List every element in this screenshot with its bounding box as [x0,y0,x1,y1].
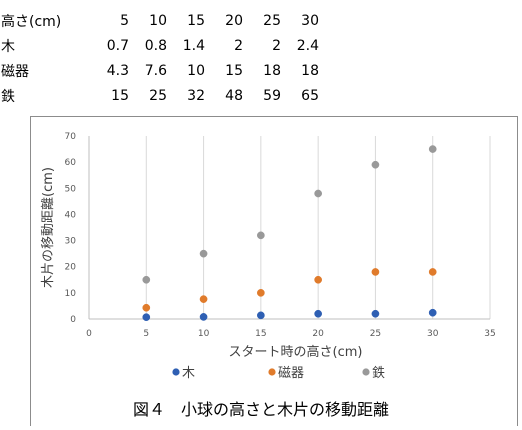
table-cell: 10 [187,62,205,79]
table-cell: 5 [120,12,129,29]
x-tick-label: 35 [484,329,495,339]
x-tick-label: 15 [255,329,266,339]
table-cell: 2.4 [296,37,319,54]
table-row-label: 木 [1,38,15,55]
y-tick-label: 40 [65,210,77,220]
y-tick-label: 50 [65,184,77,194]
table-cell: 25 [263,12,281,29]
legend-label: 鉄 [372,366,385,381]
x-tick-label: 10 [198,329,210,339]
data-point [314,189,322,198]
data-point [371,309,380,318]
table-row: 木 0.7 0.8 1.4 2 2 2.4 [0,33,319,58]
data-point [257,311,265,320]
x-axis-title: スタート時の高さ(cm) [229,344,363,360]
table-cell: 30 [301,12,319,29]
y-tick-label: 0 [70,315,76,325]
table-cell: 0.7 [106,37,129,54]
table-cell: 15 [225,62,243,79]
table-cell: 65 [301,87,319,104]
x-tick-label: 0 [86,329,92,339]
chart-frame [30,116,518,426]
table-cell: 32 [187,87,205,104]
data-point [314,275,322,284]
table-cell: 20 [225,12,243,29]
table-cell: 18 [263,62,281,79]
data-point [428,145,437,153]
data-point [371,160,380,169]
table-row-label: 高さ(cm) [1,13,62,30]
table-header-row: 高さ(cm) 5 10 15 20 25 30 [0,8,319,33]
data-point [428,268,437,276]
data-point [371,268,380,276]
x-tick-label: 20 [312,329,324,339]
table-cell: 7.6 [144,62,167,79]
table-cell: 25 [149,87,167,104]
figure-caption: 図４ 小球の高さと木片の移動距離 [132,400,389,419]
data-point [142,303,151,312]
legend-marker [268,368,276,376]
table-cell: 1.4 [182,37,205,54]
y-tick-label: 10 [65,289,77,299]
table-cell: 59 [263,87,281,104]
table-cell: 18 [301,62,319,79]
table-cell: 48 [225,87,243,104]
table-cell: 2 [234,37,243,54]
data-table: 高さ(cm) 5 10 15 20 25 30 木 0.7 0.8 1.4 2 … [0,8,319,108]
data-point [257,231,265,240]
data-point [314,309,322,318]
y-axis-title: 木片の移動距離(cm) [41,167,56,288]
data-point [428,308,437,317]
data-point [142,275,151,284]
data-point [142,313,151,322]
x-tick-label: 25 [370,329,381,339]
data-point [257,289,265,297]
table-cell: 15 [187,12,205,29]
legend-marker [362,368,370,376]
y-tick-label: 20 [65,263,77,273]
data-point [199,313,208,321]
table-cell: 0.8 [144,37,167,54]
table-cell: 2 [272,37,281,54]
data-point [199,249,208,258]
legend-label: 磁器 [278,366,304,381]
legend-marker [172,368,180,376]
data-point [199,295,208,303]
y-tick-label: 60 [65,158,77,168]
table-cell: 10 [149,12,167,29]
x-tick-label: 30 [427,329,439,339]
y-tick-label: 30 [65,237,77,247]
y-tick-label: 70 [65,132,77,142]
legend-label: 木 [182,366,195,381]
table-cell: 15 [111,87,129,104]
x-tick-label: 5 [143,329,149,339]
table-row: 鉄 15 25 32 48 59 65 [0,83,319,108]
table-cell: 4.3 [106,62,129,79]
table-row-label: 磁器 [1,63,29,80]
table-row-label: 鉄 [1,88,15,105]
table-row: 磁器 4.3 7.6 10 15 18 18 [0,58,319,83]
